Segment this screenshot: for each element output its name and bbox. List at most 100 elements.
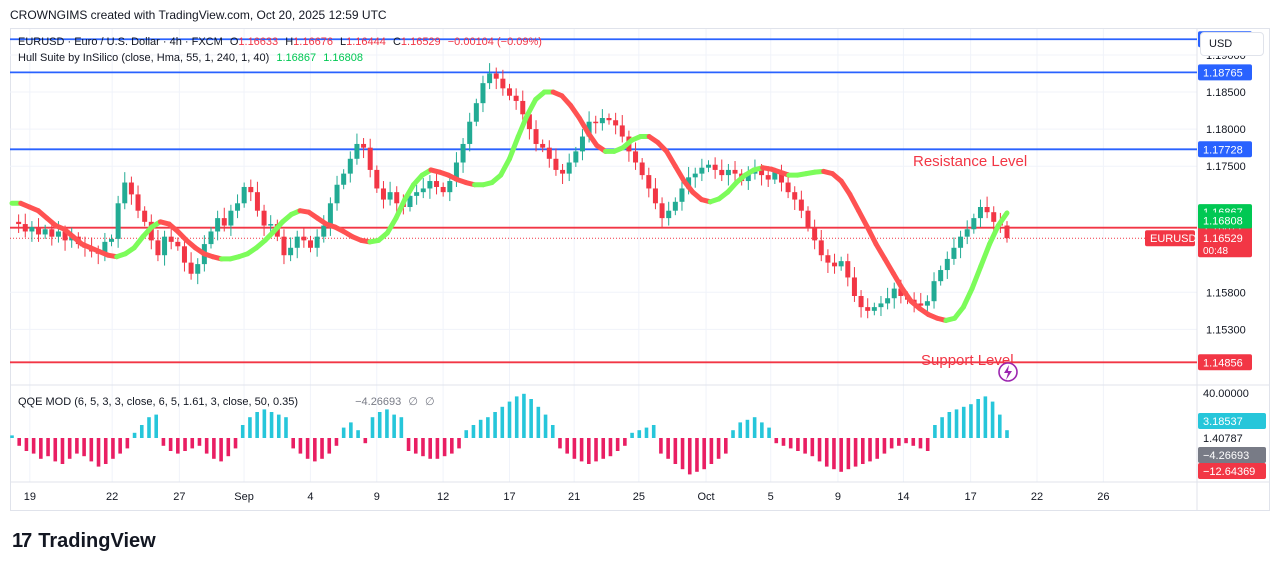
candle-body [858,296,864,308]
level-price-tag [1198,64,1252,81]
qqe-histogram-bar [67,438,72,459]
qqe-histogram-bar [103,438,108,464]
tradingview-logo[interactable]: 17 TradingView [12,530,156,553]
qqe-value-tag [1198,463,1266,479]
qqe-histogram-bar [349,422,353,438]
qqe-histogram-bar [305,438,310,459]
hull-segment [978,241,993,269]
qqe-histogram-bar [17,438,22,446]
qqe-histogram-bar [990,401,995,438]
high-value: 1.16676 [293,36,333,48]
qqe-histogram-bar [240,425,245,438]
candle-body [380,188,386,200]
candle-body [818,240,824,256]
candle-body [593,121,599,124]
candle-body [387,192,393,200]
qqe-histogram-bar [1005,430,1009,438]
symbol-description[interactable]: EURUSD · Euro / U.S. Dollar · 4h · FXCM [18,36,223,48]
candle-body [553,158,559,170]
change-value: −0.00104 (−0.09%) [447,36,542,48]
candle-body [619,125,625,137]
tradingview-brand-text: TradingView [38,530,156,552]
y-tick-label: 1.18500 [1206,87,1246,99]
currency-button[interactable]: USD [1200,32,1264,56]
candle-body [16,221,22,225]
candle-body [745,173,751,182]
candle-body [931,281,937,302]
candle-body [652,188,658,204]
candle-body [261,210,267,226]
candle-body [42,229,48,235]
candle-body [566,162,572,174]
candle-body [1004,225,1010,239]
candle-body [288,247,294,256]
y-tick-label: 1.17500 [1206,161,1246,173]
qqe-histogram-bar [961,406,966,438]
candle-body [792,192,798,200]
qqe-histogram-bar [875,438,880,459]
qqe-histogram-bar [529,399,533,438]
qqe-histogram-bar [111,438,115,459]
qqe-histogram-bar [724,438,728,454]
qqe-histogram-bar [889,438,894,449]
qqe-histogram-bar [651,425,656,438]
candle-body [241,186,247,204]
hull-value-1: 1.16867 [276,52,317,64]
candle-body [719,169,725,176]
price-legend: EURUSD · Euro / U.S. Dollar · 4h · FXCM … [18,36,546,48]
resistance-level-label: Resistance Level [913,153,1027,170]
candle-body [706,164,711,168]
x-tick-label: 25 [633,491,645,503]
qqe-histogram-bar [471,425,476,438]
hull-indicator-label[interactable]: Hull Suite by InSilico (close, Hma, 55, … [18,52,270,64]
qqe-histogram-bar [269,412,274,438]
qqe-histogram-bar [565,438,569,454]
qqe-histogram-bar [60,438,65,464]
candle-body [394,192,400,204]
candle-body [579,136,585,152]
qqe-histogram-bar [860,438,865,464]
level-price-tag [1198,354,1252,371]
qqe-histogram-bar [10,435,14,438]
hull-segment [393,197,408,221]
qqe-histogram-bar [839,438,843,472]
candle-body [865,307,871,311]
candle-body [487,73,493,84]
candle-body [215,218,221,232]
candle-body [812,227,818,241]
lightning-alert-icon[interactable] [998,362,1018,382]
candle-body [871,307,877,311]
qqe-indicator-label[interactable]: QQE MOD (6, 5, 3, 3, close, 6, 5, 1.61, … [18,396,299,408]
candle-body [666,210,672,219]
qqe-histogram-bar [940,417,944,438]
qqe-histogram-bar [399,417,404,438]
qqe-histogram-bar [868,438,872,462]
candle-body [162,236,168,256]
qqe-histogram-bar [752,417,757,438]
qqe-histogram-bar [147,417,151,438]
candle-body [440,186,446,193]
qqe-histogram-bar [89,438,94,462]
qqe-histogram-bar [464,430,469,438]
candle-body [938,270,944,282]
candle-body [546,147,552,159]
qqe-histogram-bar [572,438,577,459]
candle-body [977,207,983,219]
qqe-histogram-bar [233,438,238,449]
candle-body [493,73,499,79]
candle-body [520,100,526,115]
qqe-histogram-bar [118,438,122,454]
qqe-histogram-bar [767,427,771,438]
qqe-histogram-bar [168,438,173,451]
qqe-histogram-bar [882,438,887,454]
candle-body [533,129,539,144]
qqe-histogram-bar [976,399,980,438]
qqe-histogram-bar [219,438,223,462]
candle-body [195,264,201,274]
qqe-histogram-bar [738,422,743,438]
qqe-histogram-bar [421,438,425,457]
candle-body [175,241,181,247]
candle-body [294,236,300,248]
candle-body [327,203,333,226]
